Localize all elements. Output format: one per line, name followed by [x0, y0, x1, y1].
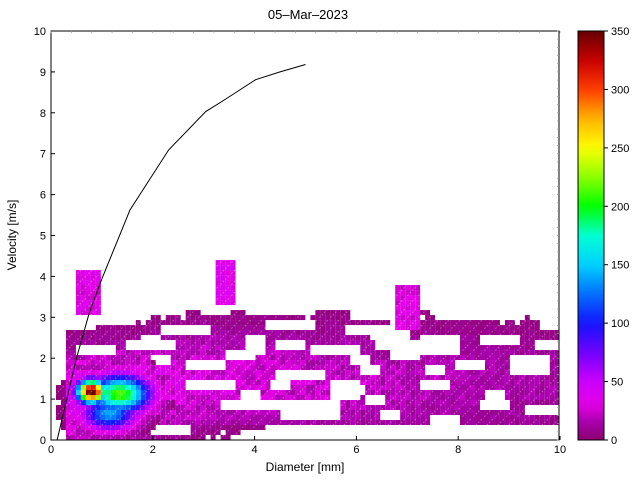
- svg-text:Velocity [m/s]: Velocity [m/s]: [5, 200, 19, 271]
- svg-text:300: 300: [611, 84, 629, 96]
- svg-text:8: 8: [40, 108, 46, 120]
- svg-text:150: 150: [611, 260, 629, 272]
- svg-text:10: 10: [554, 444, 566, 456]
- svg-text:6: 6: [40, 190, 46, 202]
- svg-text:7: 7: [40, 149, 46, 161]
- svg-text:50: 50: [611, 377, 623, 389]
- svg-text:4: 4: [252, 444, 258, 456]
- svg-text:0: 0: [40, 435, 46, 447]
- svg-text:6: 6: [353, 444, 359, 456]
- svg-text:5: 5: [40, 231, 46, 243]
- svg-text:8: 8: [455, 444, 461, 456]
- svg-text:250: 250: [611, 143, 629, 155]
- svg-text:2: 2: [150, 444, 156, 456]
- svg-text:200: 200: [611, 201, 629, 213]
- svg-text:2: 2: [40, 353, 46, 365]
- svg-text:3: 3: [40, 312, 46, 324]
- svg-text:0: 0: [611, 435, 617, 447]
- svg-text:100: 100: [611, 318, 629, 330]
- svg-text:350: 350: [611, 26, 629, 38]
- svg-text:1: 1: [40, 394, 46, 406]
- svg-text:4: 4: [40, 271, 46, 283]
- svg-text:10: 10: [34, 26, 46, 38]
- svg-text:0: 0: [48, 444, 54, 456]
- svg-text:Diameter [mm]: Diameter [mm]: [266, 460, 345, 474]
- svg-text:05–Mar–2023: 05–Mar–2023: [268, 7, 348, 22]
- svg-text:9: 9: [40, 67, 46, 79]
